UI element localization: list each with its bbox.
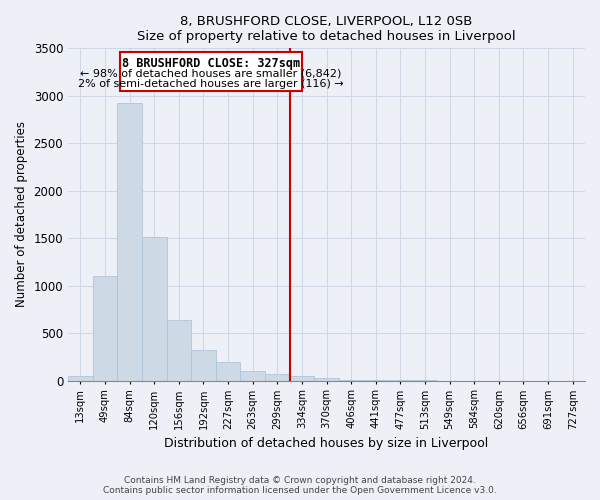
Bar xyxy=(314,378,339,380)
Bar xyxy=(68,376,92,380)
Title: 8, BRUSHFORD CLOSE, LIVERPOOL, L12 0SB
Size of property relative to detached hou: 8, BRUSHFORD CLOSE, LIVERPOOL, L12 0SB S… xyxy=(137,15,516,43)
Bar xyxy=(216,362,241,380)
Text: ← 98% of detached houses are smaller (6,842): ← 98% of detached houses are smaller (6,… xyxy=(80,68,341,78)
Bar xyxy=(191,350,216,380)
Bar xyxy=(290,376,314,380)
Bar xyxy=(241,371,265,380)
FancyBboxPatch shape xyxy=(120,52,302,91)
Text: Contains HM Land Registry data © Crown copyright and database right 2024.
Contai: Contains HM Land Registry data © Crown c… xyxy=(103,476,497,495)
Bar xyxy=(142,238,167,380)
Bar xyxy=(92,276,117,380)
Bar xyxy=(167,320,191,380)
Text: 2% of semi-detached houses are larger (116) →: 2% of semi-detached houses are larger (1… xyxy=(78,78,344,88)
Bar xyxy=(265,374,290,380)
Bar xyxy=(117,104,142,380)
Y-axis label: Number of detached properties: Number of detached properties xyxy=(15,122,28,308)
Text: 8 BRUSHFORD CLOSE: 327sqm: 8 BRUSHFORD CLOSE: 327sqm xyxy=(122,57,300,70)
X-axis label: Distribution of detached houses by size in Liverpool: Distribution of detached houses by size … xyxy=(164,437,488,450)
